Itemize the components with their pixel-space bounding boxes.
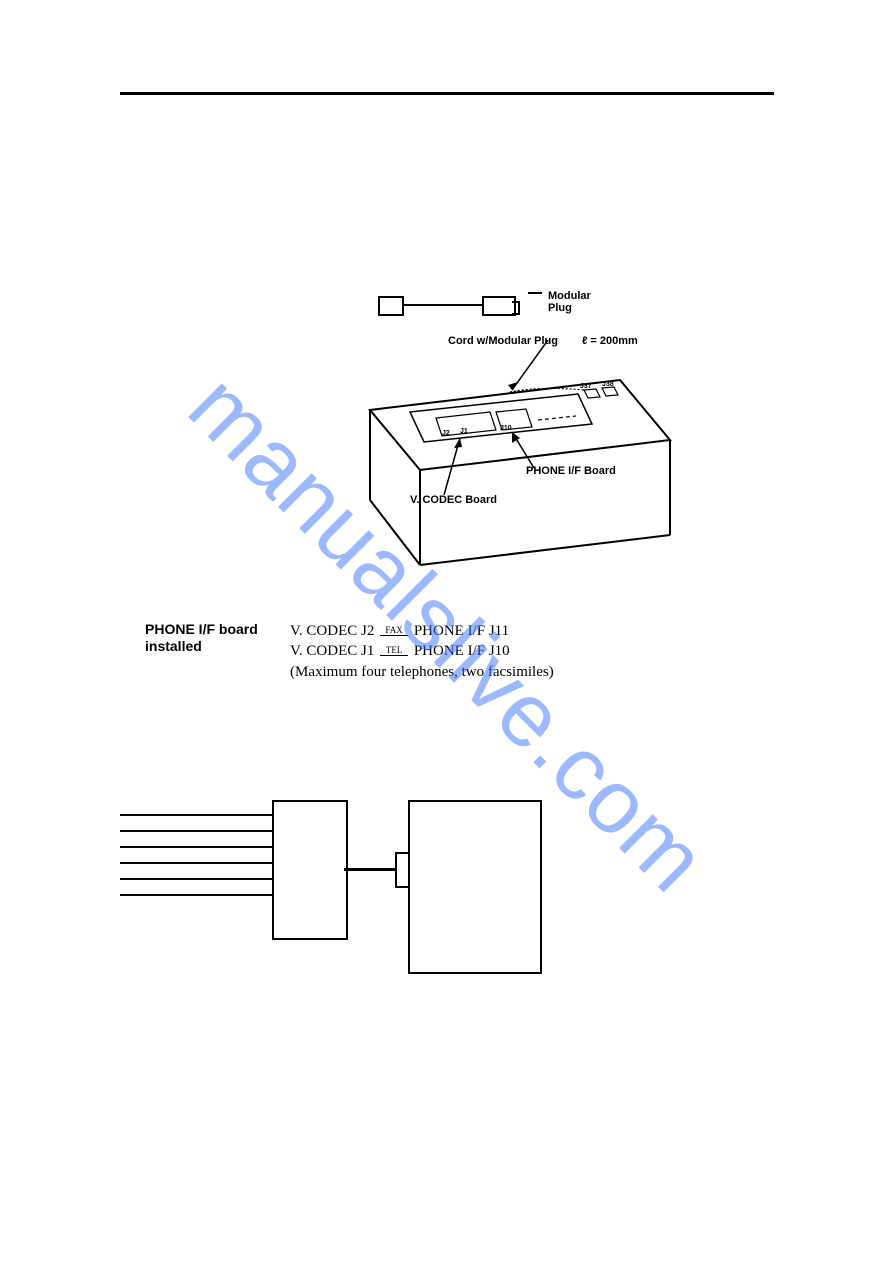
pif-r1-tag: TEL	[380, 645, 408, 656]
svg-text:J2: J2	[442, 430, 450, 437]
modular-plug-label: Modular Plug	[548, 290, 591, 314]
pif-r0-right: PHONE I/F J11	[414, 623, 509, 639]
dte-wire	[120, 862, 272, 864]
phone-if-heading-l1: PHONE I/F board	[145, 621, 258, 638]
dte-wire	[120, 894, 272, 896]
svg-text:J10: J10	[500, 425, 512, 432]
dte-right-box	[408, 800, 542, 974]
phone-if-row-1: V. CODEC J1 TEL PHONE I/F J10	[290, 641, 554, 661]
dte-wire	[120, 846, 272, 848]
dte-wire	[120, 878, 272, 880]
phone-if-body: V. CODEC J2 FAX PHONE I/F J11 V. CODEC J…	[290, 621, 554, 682]
dte-diagram	[120, 800, 560, 1020]
dte-link-line	[344, 868, 395, 871]
phone-if-heading: PHONE I/F board installed	[145, 621, 258, 655]
svg-text:J1: J1	[460, 428, 468, 435]
pif-r1-right: PHONE I/F J10	[414, 643, 510, 659]
page: Modular Plug Cord w/Modular Plug ℓ = 200…	[0, 0, 893, 1263]
phone-if-heading-l2: installed	[145, 638, 258, 655]
unit-svg: J2 J1 J10 J37 J38	[340, 340, 700, 580]
svg-text:J37: J37	[580, 383, 592, 390]
mp-cord-line	[402, 304, 482, 306]
mp-connector-box	[378, 296, 404, 316]
svg-text:J38: J38	[602, 381, 614, 388]
modular-plug-row: Modular Plug	[378, 296, 412, 316]
phone-if-note: (Maximum four telephones, two facsimiles…	[290, 662, 554, 682]
mp-pointer-line	[528, 292, 542, 294]
mp-plug-icon	[482, 296, 516, 316]
pif-r0-tag: FAX	[380, 625, 408, 636]
vcodec-callout: V. CODEC Board	[410, 494, 497, 506]
header-rule	[120, 92, 774, 95]
dte-wire	[120, 814, 272, 816]
dte-wire	[120, 830, 272, 832]
phone-if-row-0: V. CODEC J2 FAX PHONE I/F J11	[290, 621, 554, 641]
dte-left-box	[272, 800, 348, 940]
pif-r1-left: V. CODEC J1	[290, 643, 374, 659]
phone-if-callout: PHONE I/F Board	[526, 465, 616, 477]
unit-diagram: J2 J1 J10 J37 J38 PHONE I/F Board V. COD…	[340, 340, 700, 580]
pif-r0-left: V. CODEC J2	[290, 623, 374, 639]
